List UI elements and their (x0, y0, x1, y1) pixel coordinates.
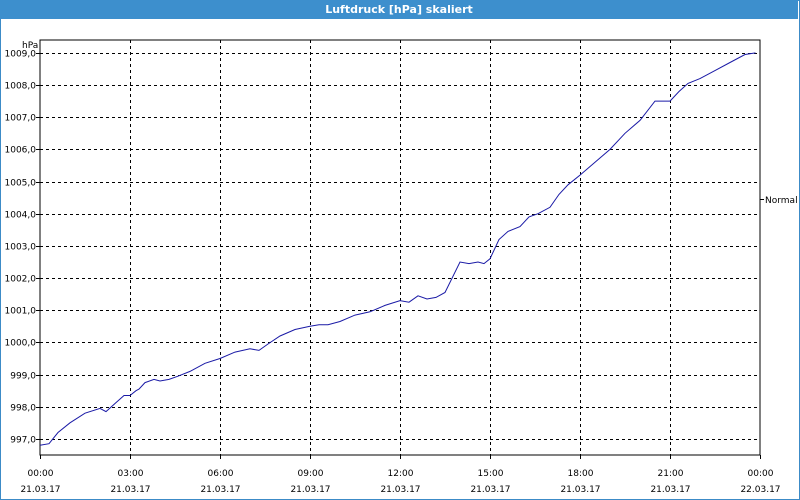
y-axis: 1009,0 1008,0 1007,0 1006,0 1005,0 1004,0 1003… (5, 50, 40, 446)
y-tick-label: 1009,0 (5, 50, 37, 60)
window-title: Luftdruck [hPa] skaliert (0, 0, 798, 19)
y-tick-label: 1001,0 (5, 307, 37, 317)
legend-label-normal: Normal (765, 196, 798, 206)
y-tick-label: 1000,0 (5, 339, 37, 349)
x-tick-date-label: 21.03.17 (560, 485, 600, 495)
x-tick-time-label: 00:00 (28, 469, 54, 479)
x-tick-time-label: 00:00 (748, 469, 774, 479)
y-tick-label: 1008,0 (5, 82, 37, 92)
y-tick-label: 1005,0 (5, 179, 37, 189)
x-tick-time-label: 15:00 (478, 469, 504, 479)
grid (40, 40, 760, 455)
y-tick-label: 1003,0 (5, 243, 37, 253)
x-tick-date-label: 21.03.17 (200, 485, 240, 495)
x-axis: 00:00 21.03.17 03:00 21.03.17 06:00 21.03.17 0… (20, 455, 781, 495)
y-axis-label: hPa (22, 41, 38, 51)
x-tick-time-label: 18:00 (568, 469, 594, 479)
series-line-normal (39, 52, 756, 446)
x-tick-date-label: 21.03.17 (20, 485, 60, 495)
legend: Normal (760, 196, 798, 206)
y-tick-label: 1007,0 (5, 114, 37, 124)
x-tick-date-label: 21.03.17 (650, 485, 690, 495)
x-tick-time-label: 12:00 (388, 469, 414, 479)
y-tick-label: 1006,0 (5, 146, 37, 156)
y-tick-label: 998,0 (10, 404, 36, 414)
x-tick-time-label: 06:00 (208, 469, 234, 479)
y-tick-label: 997,0 (10, 436, 36, 446)
x-tick-time-label: 03:00 (118, 469, 144, 479)
x-tick-time-label: 09:00 (298, 469, 324, 479)
x-tick-date-label: 22.03.17 (740, 485, 780, 495)
x-tick-date-label: 21.03.17 (380, 485, 420, 495)
y-tick-label: 1002,0 (5, 275, 37, 285)
y-tick-label: 999,0 (10, 372, 36, 382)
y-tick-label: 1004,0 (5, 211, 37, 221)
x-tick-time-label: 21:00 (658, 469, 684, 479)
x-tick-date-label: 21.03.17 (470, 485, 510, 495)
x-tick-date-label: 21.03.17 (110, 485, 150, 495)
x-tick-date-label: 21.03.17 (290, 485, 330, 495)
